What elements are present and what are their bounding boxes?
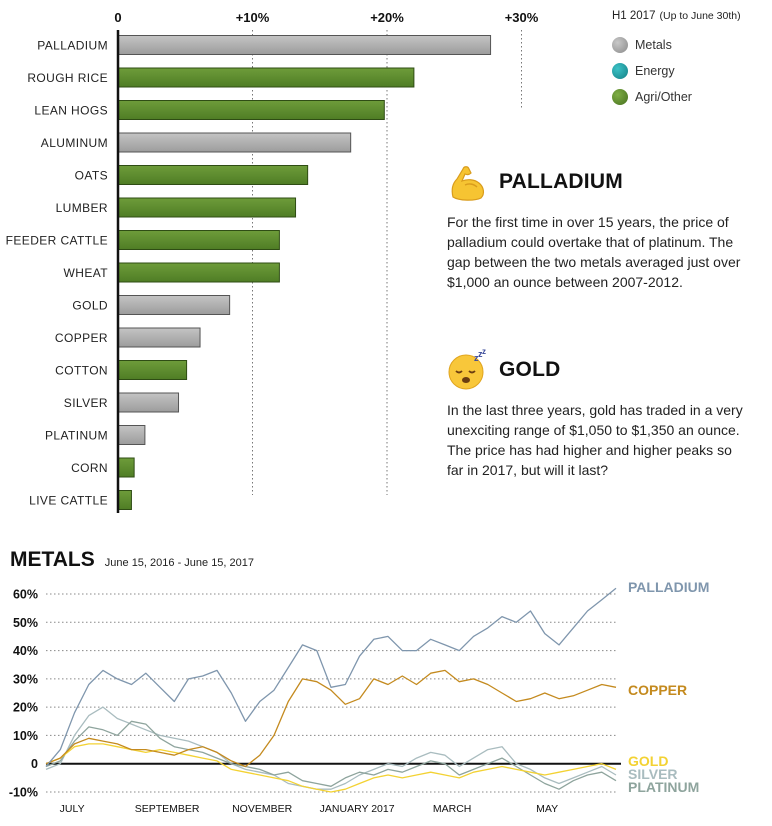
y-tick-3: 30% — [13, 672, 38, 686]
series-label-palladium: PALLADIUM — [628, 579, 709, 595]
category-label-oats: OATS — [75, 169, 108, 183]
svg-text:z: z — [482, 349, 486, 356]
x-label-march: MARCH — [433, 803, 472, 815]
category-label-gold: GOLD — [72, 299, 108, 313]
series-line-gold — [45, 743, 617, 793]
category-label-corn: CORN — [71, 461, 108, 475]
series-label-gold: GOLD — [628, 753, 668, 769]
flexed-biceps-icon — [451, 166, 485, 201]
legend: H1 2017 (Up to June 30th) Metals Energy A… — [612, 10, 741, 110]
bar-silver — [117, 392, 180, 413]
x-label-may: MAY — [536, 803, 558, 815]
bar-platinum — [117, 425, 146, 445]
y-tick-5: 10% — [13, 729, 38, 743]
category-label-feeder-cattle: FEEDER CATTLE — [6, 234, 108, 248]
gold-callout: z z z GOLD In the last three years, gold… — [447, 346, 747, 480]
bar-oats — [117, 165, 309, 185]
metals-swatch — [612, 37, 628, 53]
bar-copper — [117, 327, 201, 348]
category-label-copper: COPPER — [55, 331, 108, 345]
legend-title: H1 2017 (Up to June 30th) — [612, 10, 741, 22]
svg-text:z: z — [478, 349, 483, 359]
bar-aluminum — [117, 132, 352, 153]
category-label-cotton: COTTON — [55, 364, 108, 378]
x-tick-10: +10% — [236, 10, 270, 25]
bar-corn — [117, 457, 135, 478]
category-label-silver: SILVER — [64, 396, 108, 410]
bar-lumber — [117, 197, 297, 218]
bar-gold — [117, 295, 231, 315]
palladium-callout: PALLADIUM For the first time in over 15 … — [447, 158, 747, 292]
legend-label-metals: Metals — [635, 38, 672, 52]
legend-item-energy: Energy — [612, 58, 741, 84]
metals-title: METALS — [10, 548, 95, 571]
gold-callout-body: In the last three years, gold has traded… — [447, 402, 743, 478]
x-label-november: NOVEMBER — [232, 803, 293, 815]
commodity-returns-bar-chart: 0 +10% +20% +30% PALLADIUM ROUGH RICE LEAN HOG… — [6, 10, 539, 513]
svg-text:z: z — [474, 353, 479, 363]
legend-item-metals: Metals — [612, 32, 741, 58]
x-label-january-2017: JANUARY 2017 — [320, 803, 395, 815]
bar-rough-rice — [117, 67, 415, 88]
bar-cotton — [117, 360, 188, 380]
bar-wheat — [117, 262, 280, 283]
x-tick-0: 0 — [114, 10, 121, 25]
x-tick-20: +20% — [370, 10, 404, 25]
category-label-platinum: PLATINUM — [45, 429, 108, 443]
x-tick-30: +30% — [505, 10, 539, 25]
legend-label-agri: Agri/Other — [635, 90, 692, 104]
series-line-palladium — [45, 587, 617, 767]
y-tick-1: 50% — [13, 616, 38, 630]
metals-line-chart: 60% 50% 40% 30% 20% 10% 0 -10% JULY SEPTEMBER NOVE… — [9, 579, 710, 815]
category-label-live-cattle: LIVE CATTLE — [29, 494, 108, 508]
bar-palladium — [117, 35, 492, 55]
palladium-callout-title: PALLADIUM — [499, 170, 623, 193]
y-tick-6: 0 — [31, 757, 38, 771]
category-label-rough-rice: ROUGH RICE — [27, 71, 108, 85]
x-label-july: JULY — [60, 803, 85, 815]
series-label-platinum: PLATINUM — [628, 779, 699, 795]
bar-lean-hogs — [117, 100, 385, 120]
series-line-platinum — [45, 720, 617, 790]
metals-header: METALS June 15, 2016 - June 15, 2017 — [10, 548, 254, 572]
y-tick-0: 60% — [13, 588, 38, 602]
y-tick-2: 40% — [13, 644, 38, 658]
bar-live-cattle — [117, 490, 132, 510]
category-label-aluminum: ALUMINUM — [41, 136, 108, 150]
series-line-silver — [45, 706, 617, 790]
x-label-september: SEPTEMBER — [135, 803, 200, 815]
legend-subtitle: (Up to June 30th) — [659, 10, 741, 22]
series-label-copper: COPPER — [628, 682, 687, 698]
energy-swatch — [612, 63, 628, 79]
series-line-copper — [45, 669, 617, 768]
series-label-silver: SILVER — [628, 766, 678, 782]
legend-label-energy: Energy — [635, 64, 675, 78]
bar-feeder-cattle — [117, 230, 280, 250]
agri-swatch — [612, 89, 628, 105]
category-label-palladium: PALLADIUM — [37, 39, 108, 53]
legend-item-agri: Agri/Other — [612, 84, 741, 110]
category-label-lumber: LUMBER — [56, 201, 108, 215]
sleeping-face-icon: z z z — [448, 349, 486, 390]
category-label-lean-hogs: LEAN HOGS — [34, 104, 108, 118]
legend-title-text: H1 2017 — [612, 10, 656, 22]
metals-date-range: June 15, 2016 - June 15, 2017 — [104, 557, 255, 569]
y-tick-7: -10% — [9, 786, 38, 800]
gold-callout-title: GOLD — [499, 358, 561, 381]
y-tick-4: 20% — [13, 701, 38, 715]
palladium-callout-body: For the first time in over 15 years, the… — [447, 214, 741, 290]
category-label-wheat: WHEAT — [64, 266, 109, 280]
